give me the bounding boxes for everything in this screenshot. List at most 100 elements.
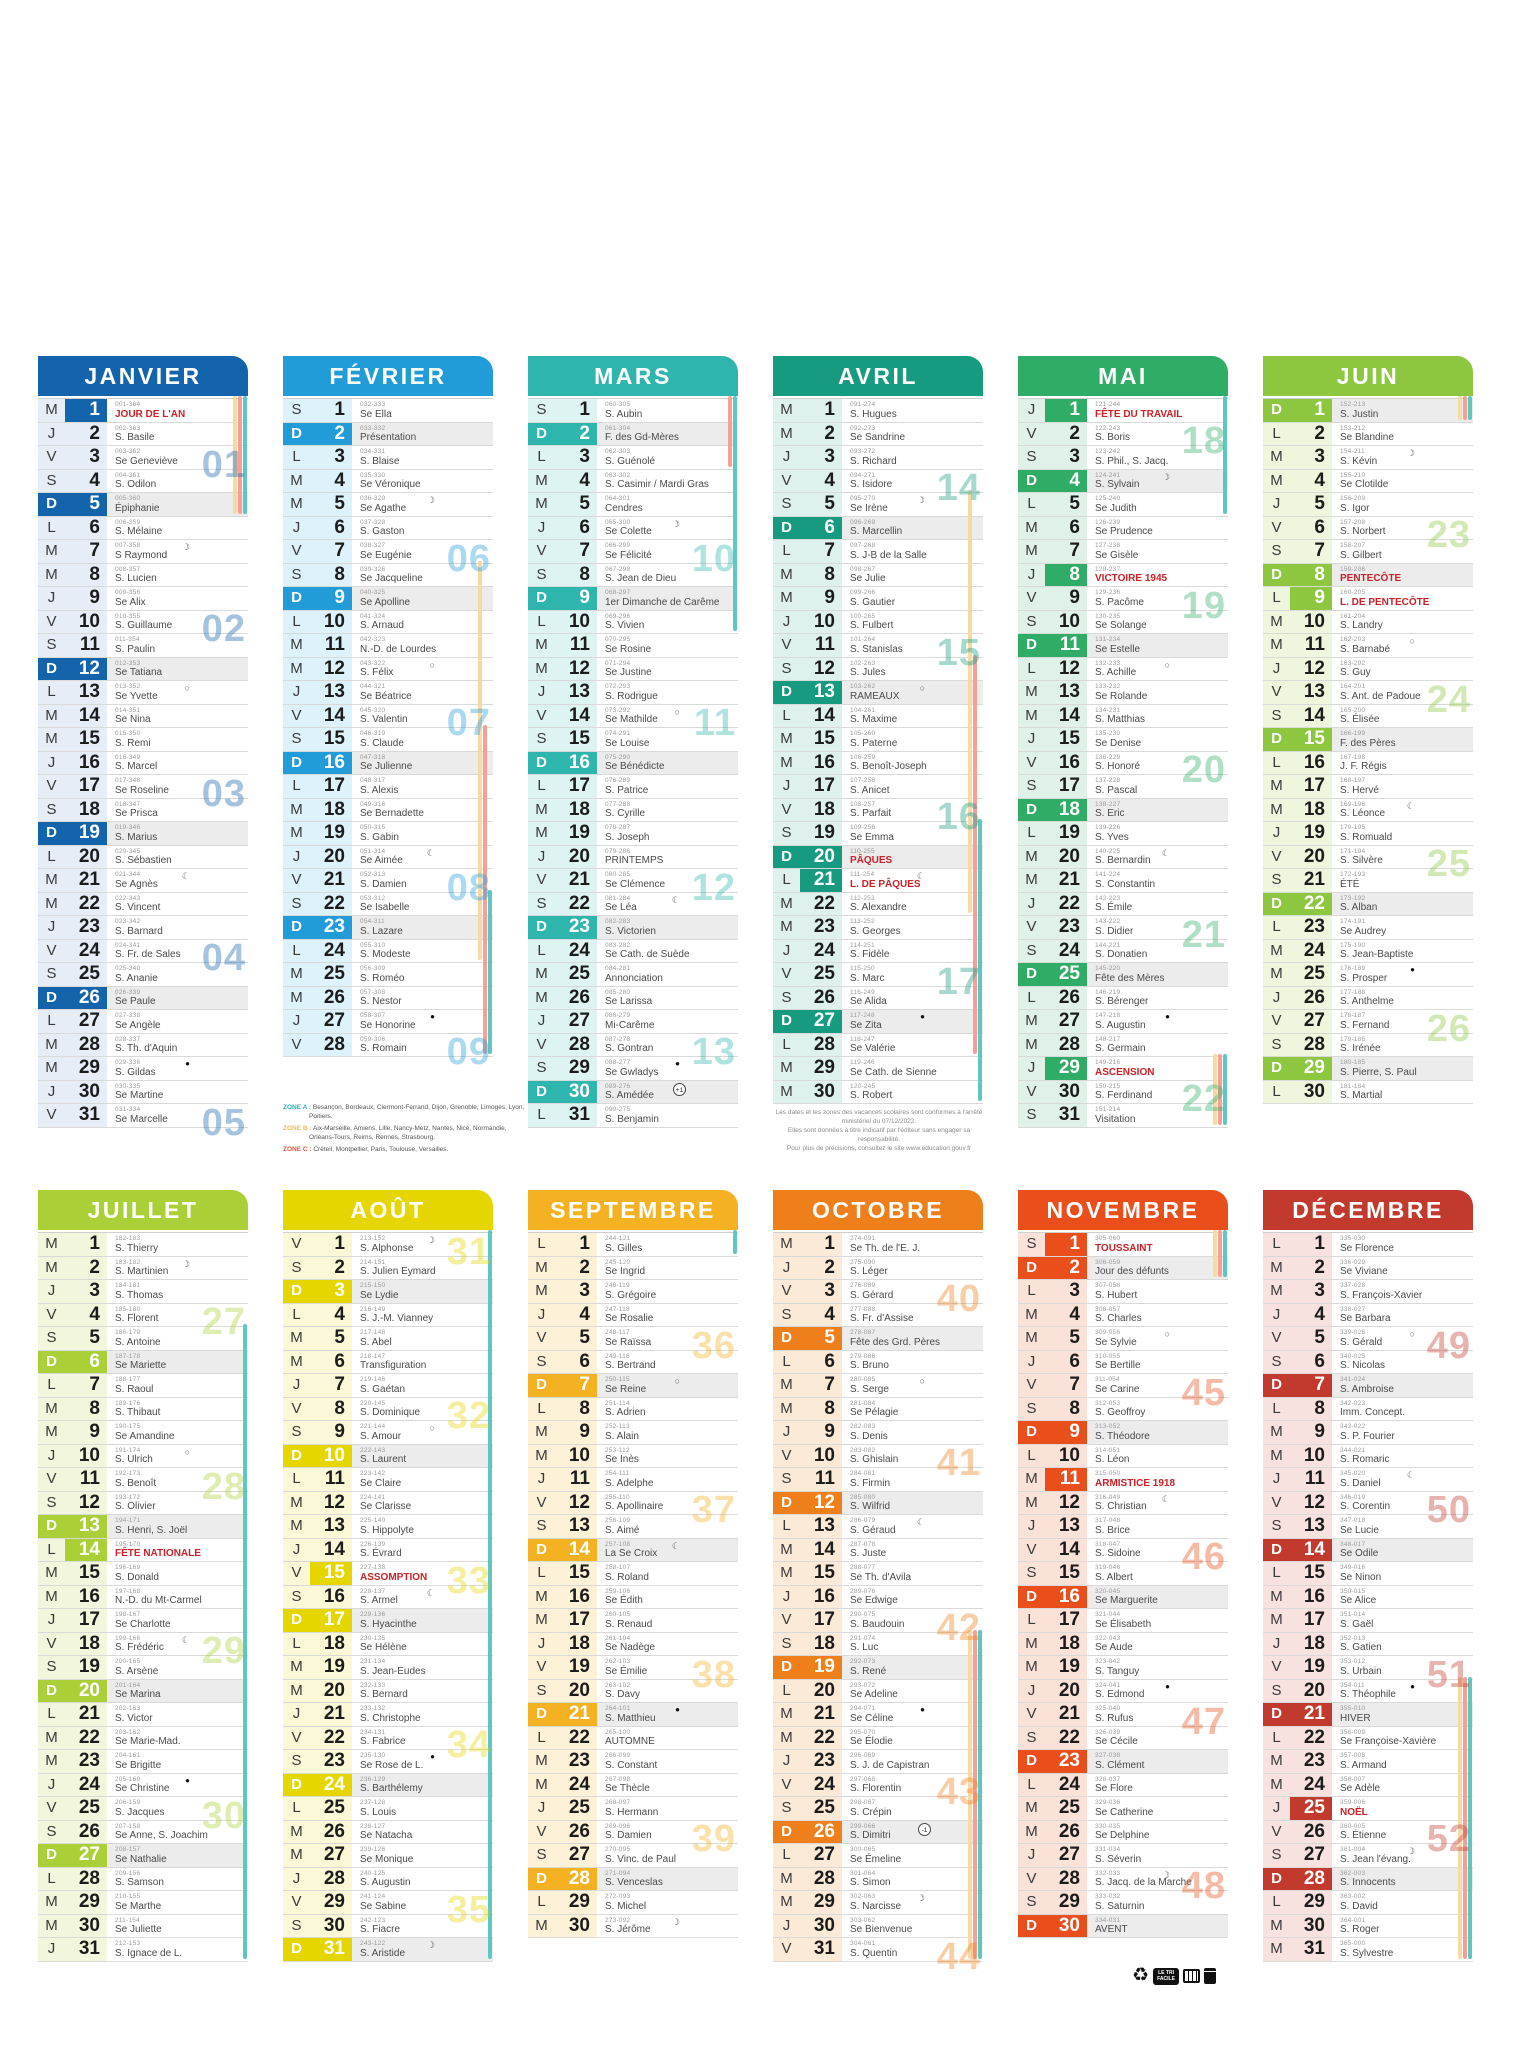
day-letter: V (1263, 516, 1290, 539)
day-number: 8 (555, 563, 597, 586)
day-code: 193-172 (115, 1493, 141, 1501)
day-letter: D (773, 1327, 800, 1350)
day-row: L 29 272-093 S. Michel (528, 1891, 738, 1915)
day-info: 016-349 S. Marcel (107, 752, 248, 775)
vacation-stripe-zone-A (978, 819, 982, 1101)
day-number: 20 (1290, 1679, 1332, 1702)
week-number: 07 (446, 702, 491, 744)
day-letter: M (38, 704, 65, 727)
moon-phase-icon: ☽ (181, 542, 190, 552)
day-row: M 2 183-182 S. Martinien ☽ (38, 1256, 248, 1280)
day-info: 188-177 S. Raoul (107, 1374, 248, 1397)
day-letter: V (1263, 1820, 1290, 1843)
day-info: 301-064 S. Simon (842, 1868, 983, 1891)
day-row: S 6 340-025 S. Nicolas (1263, 1350, 1473, 1374)
day-letter: S (773, 822, 800, 845)
moon-phase-icon: ● (1410, 1681, 1415, 1691)
day-row: M 28 301-064 S. Simon (773, 1867, 983, 1891)
day-info: 165-200 S. Élisée (1332, 705, 1473, 728)
day-info: 134-231 S. Matthias (1087, 705, 1228, 728)
day-saint-name: Se Cath. de Suède (605, 949, 690, 960)
day-row: J 6 037-328 S. Gaston (283, 516, 493, 540)
day-number: 22 (800, 1726, 842, 1749)
day-number: 2 (555, 1256, 597, 1279)
moon-phase-icon: ● (1165, 1012, 1170, 1021)
day-code: 139-226 (1095, 824, 1121, 831)
day-row: V 24 297-068 S. Florentin (773, 1773, 983, 1797)
day-info: 127-238 Se Gisèle (1087, 540, 1228, 563)
day-row: M 25 176-189 S. Prosper ● (1263, 963, 1473, 987)
day-row: S 4 277-088 S. Fr. d'Assise (773, 1303, 983, 1327)
day-code: 306-059 (1095, 1258, 1121, 1266)
day-saint-name: S. Roger (1340, 1924, 1380, 1935)
day-letter: M (528, 1750, 555, 1773)
day-info: 129-236 S. Pacôme (1087, 587, 1228, 610)
day-info: 166-199 F. des Pères (1332, 728, 1473, 751)
day-row: V 10 283-082 S. Ghislain (773, 1444, 983, 1468)
day-row: M 6 218-147 Transfiguration (283, 1350, 493, 1374)
day-saint-name: Se Th. d'Avila (850, 1571, 912, 1583)
moon-phase-icon: ● (430, 1752, 435, 1761)
day-info: 145-220 Fête des Mères (1087, 963, 1228, 986)
day-saint-name: S. Fr. d'Assise (850, 1313, 914, 1324)
day-letter: L (528, 1233, 555, 1256)
day-number: 21 (1045, 869, 1087, 892)
day-info: 024-341 S. Fr. de Sales (107, 940, 248, 963)
day-info: 137-228 S. Pascal (1087, 775, 1228, 798)
day-letter: S (1263, 1844, 1290, 1867)
day-info: 007-358 S Raymond ☽ (107, 540, 248, 563)
day-number: 23 (555, 1750, 597, 1773)
day-saint-name: AVENT (1095, 1924, 1128, 1935)
day-letter: D (1263, 728, 1290, 751)
day-code: 358-007 (1340, 1775, 1366, 1783)
day-row: J 5 156-209 S. Igor (1263, 493, 1473, 517)
day-saint-name: S. Albert (1095, 1571, 1133, 1583)
day-row: M 29 302-063 S. Narcisse ☽ (773, 1891, 983, 1915)
day-number: 12 (1290, 657, 1332, 680)
day-row: M 22 295-070 Se Élodie (773, 1726, 983, 1750)
day-code: 009-356 (115, 589, 141, 596)
month-janvier: JANVIER M 1 001-364 JOUR DE L'AN J 2 002-363 S. … (38, 356, 248, 1142)
day-code: 163-202 (1340, 659, 1366, 667)
day-info: 332-033 S. Jacq. de la Marche ☽ (1087, 1868, 1228, 1891)
day-letter: M (1018, 1327, 1045, 1350)
day-number: 25 (800, 1797, 842, 1820)
day-row: J 6 065-300 Se Colette ☽ (528, 516, 738, 540)
day-row: M 7 280-085 S. Serge ○ (773, 1374, 983, 1398)
day-row: J 31 212-153 S. Ignace de L. (38, 1938, 248, 1962)
day-code: 354-011 (1340, 1681, 1365, 1689)
day-row: M 28 148-217 S. Germain (1018, 1033, 1228, 1057)
vacation-stripe-zone-B (1458, 396, 1462, 420)
day-row: V 12 346-019 S. Corentin (1263, 1491, 1473, 1515)
day-number: 31 (800, 1938, 842, 1961)
day-saint-name: S. Marc (850, 972, 885, 984)
day-code: 253-112 (605, 1446, 630, 1454)
day-info: 162-203 S. Barnabé ○ (1332, 634, 1473, 657)
day-info: 048-317 S. Alexis (352, 775, 493, 798)
day-saint-name: Se Bernadette (360, 808, 424, 819)
day-row: L 25 237-128 S. Louis (283, 1797, 493, 1821)
week-number: 45 (1181, 1371, 1226, 1414)
day-row: L 6 279-086 S. Bruno (773, 1350, 983, 1374)
day-code: 105-260 (850, 730, 876, 737)
day-info: 181-184 S. Martial (1332, 1081, 1473, 1104)
day-saint-name: S. Sébastien (115, 855, 172, 866)
day-saint-name: S. Patrice (605, 784, 649, 796)
day-row: V 17 290-075 S. Baudouin (773, 1609, 983, 1633)
day-info: 119-246 Se Cath. de Sienne (842, 1057, 983, 1080)
day-number: 27 (310, 1844, 352, 1867)
day-info: 150-215 S. Ferdinand (1087, 1081, 1228, 1104)
day-saint-name: Visitation (1095, 1113, 1136, 1125)
day-code: 010-355 (115, 612, 141, 620)
day-letter: S (773, 1632, 800, 1655)
day-info: 287-078 S. Juste (842, 1539, 983, 1562)
day-code: 113-252 (850, 918, 875, 925)
day-saint-name: S. Justin (1340, 408, 1379, 420)
day-code: 176-189 (1340, 965, 1366, 972)
day-letter: J (1018, 1350, 1045, 1373)
day-row: J 18 261-104 Se Nadège (528, 1632, 738, 1656)
moon-phase-icon: ☾ (181, 871, 190, 881)
day-letter: J (283, 1703, 310, 1726)
day-saint-name: Se Raïssa (605, 1336, 652, 1348)
day-info: 277-088 S. Fr. d'Assise (842, 1304, 983, 1327)
